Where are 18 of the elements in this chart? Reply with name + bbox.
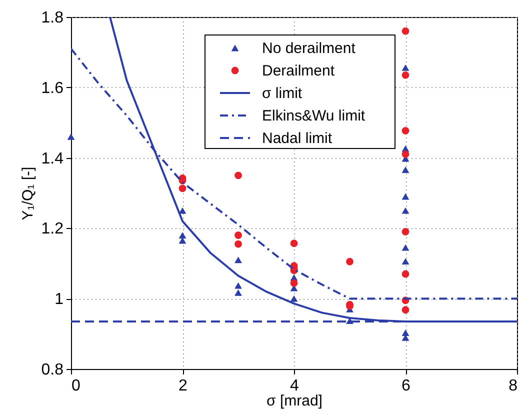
y-tick-label: 1.4 <box>41 150 64 168</box>
y-axis-title: Y₁/Q₁ [-] <box>19 166 36 220</box>
legend-label: Derailment <box>262 62 336 80</box>
y-tick-label: 1.6 <box>41 80 64 97</box>
legend-label: Nadal limit <box>262 130 333 147</box>
x-tick-label: 6 <box>402 378 411 394</box>
legend-label: No derailment <box>262 40 356 57</box>
legend-label: σ limit <box>262 85 303 102</box>
x-tick-label: 8 <box>508 378 518 394</box>
legend-label: Elkins&Wu limit <box>262 108 366 124</box>
y-tick-label: 1.8 <box>41 10 64 26</box>
x-axis-title: σ [mrad] <box>266 392 322 410</box>
x-tick-label: 0 <box>72 378 80 394</box>
y-tick-label: 0.8 <box>41 362 64 378</box>
x-tick-label: 2 <box>178 378 188 394</box>
y-tick-label: 1.2 <box>41 220 64 238</box>
x-tick-label: 4 <box>290 378 300 394</box>
y-tick-label: 1 <box>54 291 64 308</box>
